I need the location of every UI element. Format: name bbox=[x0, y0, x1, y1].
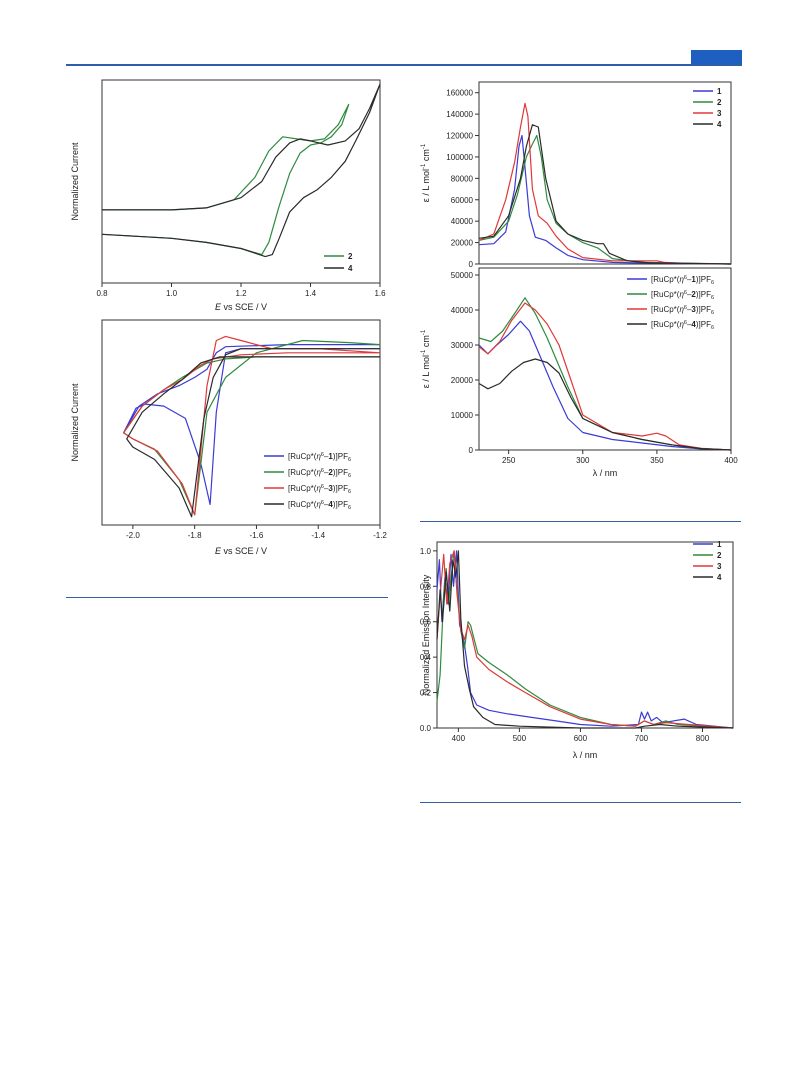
legend-label: [RuCp*(η6–3)]PF6 bbox=[651, 305, 714, 316]
series-line bbox=[101, 103, 350, 256]
y-axis-label: Normalized Current bbox=[70, 383, 80, 462]
legend-label: 4 bbox=[717, 120, 722, 129]
plot-frame bbox=[101, 319, 381, 526]
x-tick-label: 800 bbox=[696, 734, 710, 743]
plot-frame bbox=[101, 79, 381, 284]
emission-chart: 400 500 600 700 800 0.0 0.2 0.4 0.6 0.8 1.0 λ / nm N… bbox=[420, 540, 734, 760]
legend-label: [RuCp*(η6–4)]PF6 bbox=[651, 320, 714, 331]
series-line bbox=[478, 320, 732, 451]
legend-label: 2 bbox=[717, 551, 722, 560]
series-line bbox=[101, 83, 381, 258]
cv-top-chart: 0.8 1.0 1.2 1.4 1.6 E vs SCE / V Normalized Cu… bbox=[70, 79, 386, 312]
y-tick-label: 0.8 bbox=[420, 582, 432, 591]
y-axis-label: Normalized Emission Intensity bbox=[421, 574, 431, 695]
y-tick-label: 20000 bbox=[451, 239, 474, 248]
legend-label: 4 bbox=[348, 264, 353, 273]
y-tick-label: 40000 bbox=[451, 306, 474, 315]
y-tick-label: 0 bbox=[469, 446, 474, 455]
x-tick-label: -1.2 bbox=[373, 531, 387, 540]
y-tick-label: 20000 bbox=[451, 376, 474, 385]
plot-frame bbox=[436, 541, 734, 729]
y-tick-label: 100000 bbox=[446, 153, 473, 162]
x-tick-label: 400 bbox=[724, 456, 738, 465]
journal-accent-tab bbox=[691, 50, 742, 64]
legend-label: 2 bbox=[348, 252, 353, 261]
series-line bbox=[478, 102, 732, 265]
legend-label: 3 bbox=[717, 562, 722, 571]
y-axis-label: ε / L mol-1 cm-1 bbox=[421, 143, 431, 202]
y-tick-label: 30000 bbox=[451, 341, 474, 350]
y-tick-label: 1.0 bbox=[420, 547, 432, 556]
y-tick-label: 50000 bbox=[451, 271, 474, 280]
header-rule bbox=[66, 64, 742, 66]
uv-lower-panel-chart: 250 300 350 400 0 10000 20000 30000 40000 50000 λ … bbox=[421, 267, 738, 478]
x-axis-label: λ / nm bbox=[573, 750, 598, 760]
x-tick-label: 700 bbox=[635, 734, 649, 743]
y-tick-label: 0.6 bbox=[420, 618, 432, 627]
y-tick-label: 140000 bbox=[446, 110, 473, 119]
x-tick-label: 250 bbox=[502, 456, 516, 465]
y-tick-label: 160000 bbox=[446, 89, 473, 98]
legend-label: [RuCp*(η6–2)]PF6 bbox=[651, 290, 714, 301]
x-tick-label: 500 bbox=[513, 734, 527, 743]
x-tick-label: 1.2 bbox=[235, 289, 247, 298]
y-tick-label: 0.2 bbox=[420, 689, 432, 698]
x-tick-label: -2.0 bbox=[126, 531, 140, 540]
x-axis-label: E vs SCE / V bbox=[215, 302, 267, 312]
x-tick-label: -1.8 bbox=[188, 531, 202, 540]
x-tick-label: 400 bbox=[452, 734, 466, 743]
y-tick-label: 40000 bbox=[451, 217, 474, 226]
legend-label: 4 bbox=[717, 573, 722, 582]
series-line bbox=[436, 550, 734, 729]
legend-label: 1 bbox=[717, 87, 722, 96]
legend-label: 3 bbox=[717, 109, 722, 118]
y-axis-label: ε / L mol-1 cm-1 bbox=[421, 329, 431, 388]
x-tick-label: 350 bbox=[650, 456, 664, 465]
legend-label: [RuCp*(η6–2)]PF6 bbox=[288, 468, 351, 479]
x-tick-label: 1.0 bbox=[166, 289, 178, 298]
series-line bbox=[478, 124, 732, 265]
x-tick-label: 0.8 bbox=[96, 289, 108, 298]
y-tick-label: 0.4 bbox=[420, 653, 432, 662]
series-line bbox=[123, 344, 380, 506]
legend-label: 2 bbox=[717, 98, 722, 107]
uv-upper-panel-chart: 0 20000 40000 60000 80000 100000 120000 140000 1… bbox=[421, 81, 732, 269]
legend-label: 1 bbox=[717, 540, 722, 549]
x-tick-label: 600 bbox=[574, 734, 588, 743]
y-tick-label: 10000 bbox=[451, 411, 474, 420]
y-tick-label: 0 bbox=[469, 260, 474, 269]
series-line bbox=[436, 550, 734, 729]
plot-frame bbox=[478, 267, 732, 451]
series-line bbox=[478, 302, 732, 451]
x-axis-label: λ / nm bbox=[593, 468, 618, 478]
series-line bbox=[478, 134, 732, 265]
right-lower-rule bbox=[420, 802, 741, 803]
series-line bbox=[478, 358, 732, 451]
legend-label: [RuCp*(η6–3)]PF6 bbox=[288, 484, 351, 495]
left-column-rule bbox=[66, 597, 388, 598]
y-tick-label: 80000 bbox=[451, 174, 474, 183]
cv-bottom-chart: -2.0 -1.8 -1.6 -1.4 -1.2 E vs SCE / V Normaliz… bbox=[70, 319, 387, 556]
series-line bbox=[436, 550, 734, 729]
plot-frame bbox=[478, 81, 732, 265]
y-tick-label: 60000 bbox=[451, 196, 474, 205]
x-tick-label: -1.4 bbox=[311, 531, 325, 540]
x-tick-label: -1.6 bbox=[250, 531, 264, 540]
series-line bbox=[478, 134, 732, 265]
y-tick-label: 120000 bbox=[446, 132, 473, 141]
x-tick-label: 1.4 bbox=[305, 289, 317, 298]
x-tick-label: 300 bbox=[576, 456, 590, 465]
y-tick-label: 0.0 bbox=[420, 724, 432, 733]
y-axis-label: Normalized Current bbox=[70, 142, 80, 221]
series-line bbox=[436, 550, 734, 729]
series-line bbox=[126, 348, 380, 518]
x-axis-label: E vs SCE / V bbox=[215, 546, 267, 556]
legend-label: [RuCp*(η6–1)]PF6 bbox=[288, 452, 351, 463]
legend-label: [RuCp*(η6–1)]PF6 bbox=[651, 275, 714, 286]
legend-label: [RuCp*(η6–4)]PF6 bbox=[288, 500, 351, 511]
x-tick-label: 1.6 bbox=[374, 289, 386, 298]
right-upper-rule bbox=[420, 521, 741, 522]
